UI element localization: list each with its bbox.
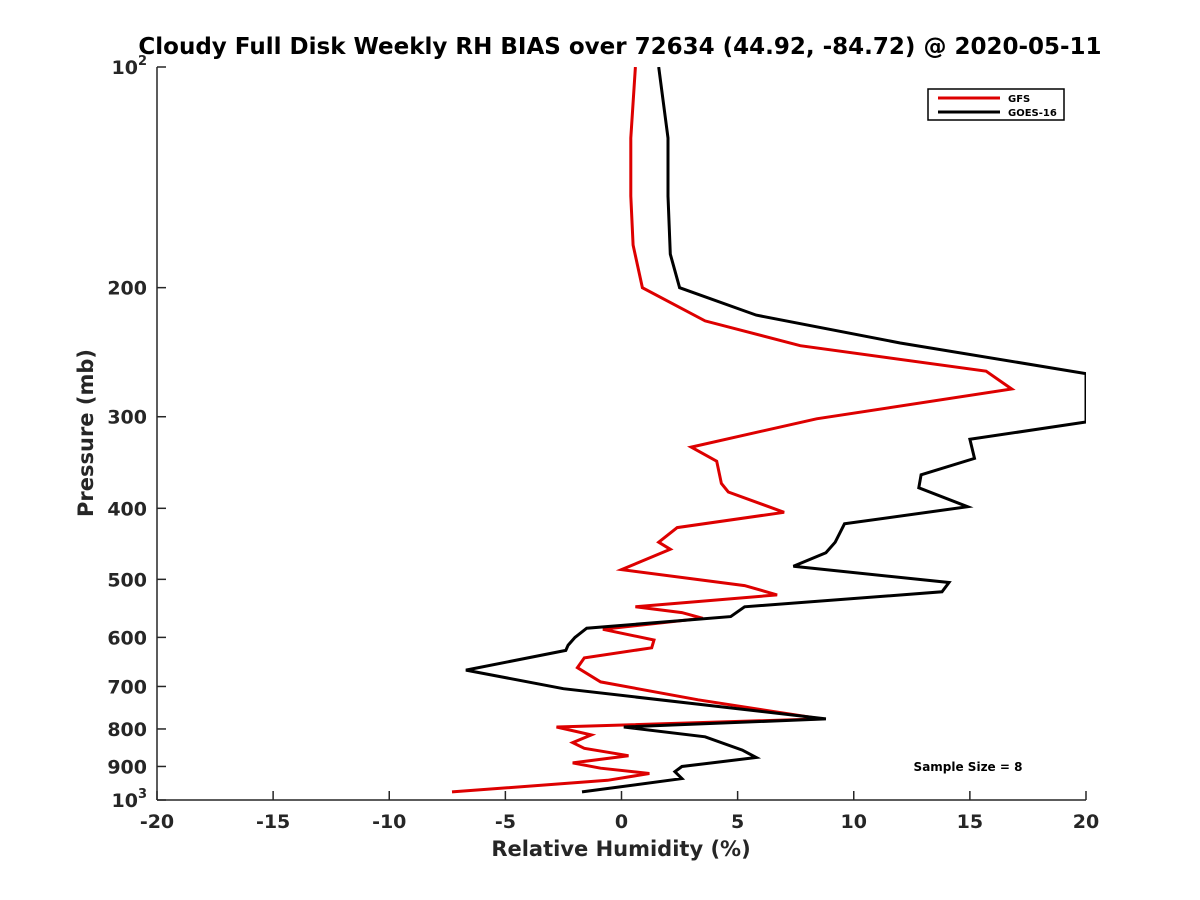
y-tick-label: 103	[112, 787, 148, 812]
legend-label: GFS	[1008, 94, 1030, 105]
y-tick-label: 200	[107, 278, 147, 300]
series-line-goes-16	[465, 67, 1086, 794]
axes	[156, 67, 1086, 801]
x-tick-label: -20	[140, 811, 174, 833]
y-tick-label: 700	[107, 676, 147, 698]
legend-box	[927, 88, 1065, 121]
sample-size-note: Sample Size = 8	[914, 760, 1023, 774]
x-tick-label: -15	[256, 811, 290, 833]
legend-label: GOES-16	[1008, 108, 1057, 119]
x-tick-label: 5	[731, 811, 744, 833]
plot-lines	[451, 67, 1086, 794]
legend: GFS GOES-16	[927, 88, 1065, 121]
x-tick-label: 20	[1073, 811, 1099, 833]
y-ticks: 102 200 300 400 500 600 700 800 900 103	[107, 54, 166, 812]
y-tick-label: 300	[107, 407, 147, 429]
x-tick-label: 15	[957, 811, 983, 833]
x-tick-label: -5	[495, 811, 516, 833]
x-axis-label: Relative Humidity (%)	[491, 837, 750, 861]
y-tick-label: 900	[107, 756, 147, 778]
x-tick-label: 0	[615, 811, 628, 833]
series-line-gfs	[451, 67, 1016, 794]
y-tick-label: 800	[107, 719, 147, 741]
x-ticks: -20 -15 -10 -5 0 5 10 15 20	[140, 791, 1099, 833]
y-tick-label: 500	[107, 569, 147, 591]
x-tick-label: -10	[372, 811, 406, 833]
y-tick-label: 400	[107, 498, 147, 520]
x-tick-label: 10	[841, 811, 867, 833]
y-tick-label: 102	[112, 54, 148, 79]
chart-title: Cloudy Full Disk Weekly RH BIAS over 726…	[138, 34, 1101, 60]
y-tick-label: 600	[107, 627, 147, 649]
y-axis-label: Pressure (mb)	[74, 349, 98, 517]
